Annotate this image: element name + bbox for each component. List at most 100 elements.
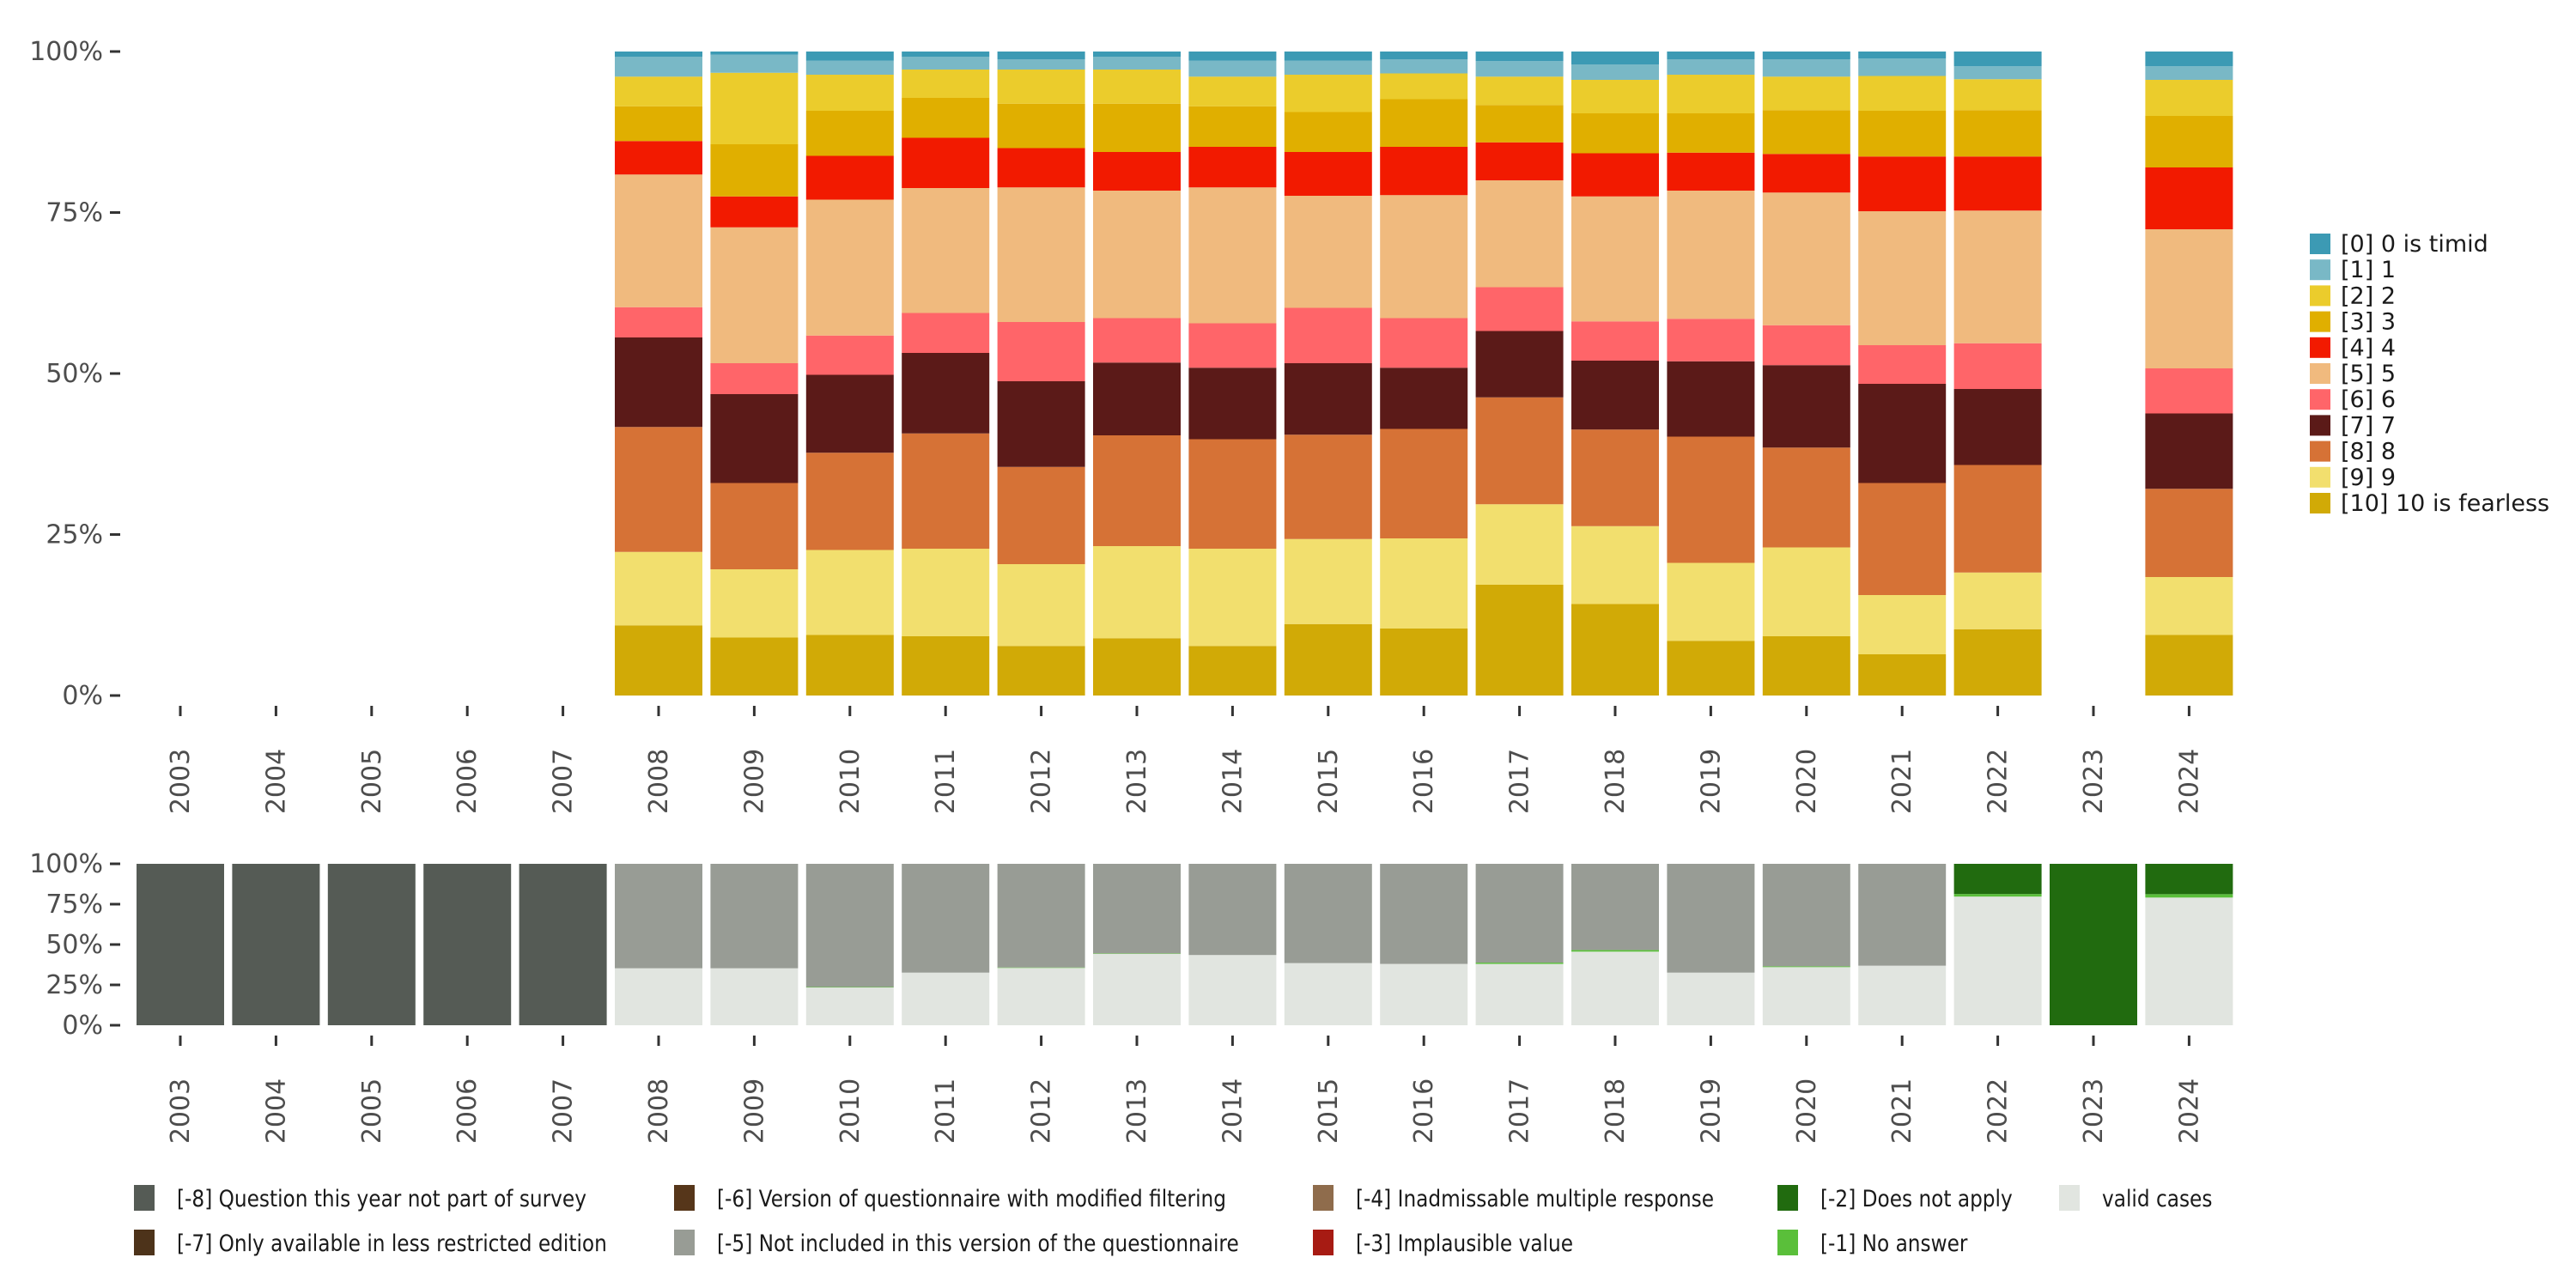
bar-segment-2022-s1 — [1953, 66, 2042, 80]
legend-swatch — [2310, 415, 2330, 436]
legend-label: [9] 9 — [2341, 465, 2396, 491]
bar-segment-2012-s5 — [997, 187, 1085, 322]
legend-label: [3] 3 — [2341, 309, 2396, 336]
bar-segment-2012-s7 — [997, 381, 1085, 467]
bar-segment-2019-s3 — [1667, 864, 1755, 973]
bar-segment-2015-s4 — [1284, 152, 1372, 196]
bar-segment-2012-s7 — [997, 967, 1085, 969]
y-tick-label: 100% — [29, 849, 103, 879]
x-tick-label: 2016 — [1409, 1078, 1439, 1144]
bar-segment-2019-s3 — [1667, 113, 1755, 153]
bar-segment-2022-s0 — [1953, 52, 2042, 67]
bar-segment-2013-s6 — [1093, 318, 1181, 363]
bar-segment-2019-s7 — [1667, 361, 1755, 437]
bar-segment-2008-s5 — [615, 174, 702, 307]
bar-segment-2013-s7 — [1093, 362, 1181, 435]
bar-segment-2020-s2 — [1762, 76, 1850, 111]
x-tick-label: 2024 — [2174, 749, 2204, 814]
x-tick-label: 2012 — [1027, 749, 1057, 814]
bar-segment-2008-s9 — [615, 551, 702, 626]
bar-segment-2008-s10 — [615, 625, 702, 696]
legend-swatch — [2310, 389, 2330, 410]
x-tick-label: 2017 — [1505, 749, 1535, 814]
bar-segment-2009-s6 — [710, 363, 799, 394]
bar-segment-2005-s0 — [327, 864, 416, 1025]
legend-label: [7] 7 — [2341, 412, 2396, 439]
bar-segment-2018-s8 — [1571, 429, 1659, 526]
legend-swatch — [134, 1185, 155, 1211]
bar-segment-2016-s1 — [1380, 59, 1468, 74]
x-tick-label: 2006 — [453, 1078, 483, 1144]
bar-segment-2016-s6 — [1380, 318, 1468, 368]
bar-segment-2008-s3 — [615, 106, 702, 142]
bar-segment-2008-s2 — [615, 76, 702, 106]
legend-label: [0] 0 is timid — [2341, 231, 2488, 258]
bar-segment-2022-s4 — [1953, 156, 2042, 211]
bar-segment-2017-s1 — [1475, 61, 1564, 77]
x-tick-label: 2011 — [931, 1078, 961, 1144]
bar-segment-2022-s7 — [1953, 894, 2042, 897]
bar-segment-2009-s8 — [710, 483, 799, 569]
x-tick-label: 2010 — [835, 1078, 866, 1144]
bar-segment-2012-s8 — [997, 968, 1085, 1025]
bar-segment-2019-s1 — [1667, 59, 1755, 75]
bar-segment-2017-s0 — [1475, 52, 1564, 62]
bar-segment-2018-s7 — [1571, 361, 1659, 430]
bar-segment-2022-s6 — [1953, 343, 2042, 389]
legend-label: [-5] Not included in this version of the… — [717, 1230, 1239, 1256]
bar-segment-2009-s2 — [710, 72, 799, 144]
bar-segment-2011-s8 — [902, 972, 990, 1025]
bar-segment-2014-s3 — [1188, 864, 1277, 956]
bar-segment-2016-s3 — [1380, 864, 1468, 964]
bar-segment-2020-s4 — [1762, 154, 1850, 193]
bar-segment-2021-s8 — [1858, 965, 1947, 1025]
bar-segment-2014-s6 — [1188, 323, 1277, 368]
bar-segment-2013-s2 — [1093, 70, 1181, 104]
bar-segment-2009-s4 — [710, 196, 799, 228]
bar-segment-2017-s4 — [1475, 142, 1564, 180]
legend-swatch — [1313, 1230, 1334, 1255]
bar-segment-2016-s4 — [1380, 147, 1468, 196]
x-tick-label: 2023 — [2079, 1078, 2109, 1144]
bar-segment-2010-s10 — [805, 635, 894, 696]
x-tick-label: 2019 — [1696, 749, 1726, 814]
x-tick-label: 2018 — [1601, 749, 1631, 814]
bar-segment-2015-s8 — [1284, 434, 1372, 539]
x-tick-label: 2013 — [1122, 1078, 1152, 1144]
bar-segment-2017-s3 — [1475, 864, 1564, 963]
bar-segment-2013-s0 — [1093, 52, 1181, 57]
bar-segment-2013-s3 — [1093, 103, 1181, 152]
bar-segment-2016-s5 — [1380, 195, 1468, 319]
bar-segment-2006-s0 — [423, 864, 512, 1025]
bar-segment-2013-s8 — [1093, 953, 1181, 1025]
bar-segment-2020-s10 — [1762, 636, 1850, 696]
x-tick-label: 2022 — [1984, 749, 2014, 814]
bar-segment-2014-s7 — [1188, 368, 1277, 440]
bar-segment-2010-s5 — [805, 199, 894, 336]
bar-segment-2014-s8 — [1188, 439, 1277, 549]
bar-segment-2024-s6 — [2145, 368, 2233, 414]
x-tick-label: 2010 — [835, 749, 866, 814]
legend-label: [5] 5 — [2341, 361, 2396, 387]
bar-segment-2012-s3 — [997, 864, 1085, 968]
top-plot-stacked-bars: 0% 25% 50% 75% 100% 2003 2004 2005 2006 2007 2008 2… — [29, 37, 2233, 814]
bar-segment-2022-s2 — [1953, 79, 2042, 111]
bar-segment-2021-s5 — [1858, 211, 1947, 345]
x-tick-label: 2005 — [357, 749, 387, 814]
bar-segment-2021-s0 — [1858, 52, 1947, 59]
y-tick-label: 25% — [46, 970, 103, 1000]
x-tick-label: 2003 — [166, 749, 196, 814]
x-tick-label: 2019 — [1696, 1078, 1726, 1144]
legend-swatch — [2310, 285, 2330, 307]
bar-segment-2004-s0 — [232, 864, 320, 1025]
x-tick-label: 2016 — [1409, 749, 1439, 814]
bar-segment-2014-s2 — [1188, 76, 1277, 106]
x-tick-label: 2004 — [261, 749, 291, 814]
x-tick-label: 2021 — [1887, 1078, 1917, 1144]
legend-swatch — [674, 1230, 695, 1255]
legend-swatch — [2310, 259, 2330, 281]
bar-segment-2024-s3 — [2145, 116, 2233, 167]
bar-segment-2015-s9 — [1284, 538, 1372, 624]
bar-segment-2009-s1 — [710, 54, 799, 73]
